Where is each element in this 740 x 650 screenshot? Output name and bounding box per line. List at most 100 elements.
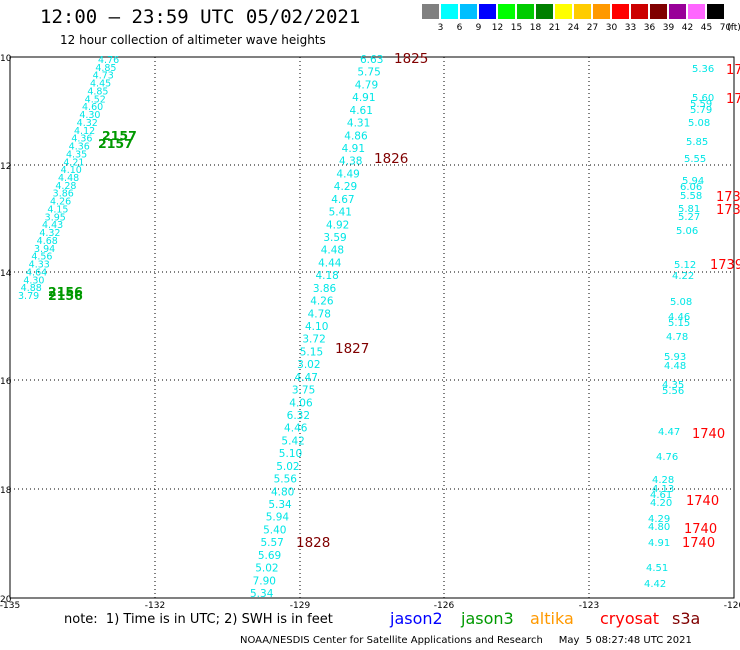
swh-value: 4.43: [42, 220, 63, 231]
legend-level: 9: [475, 23, 482, 33]
legend-swatch: [574, 4, 591, 19]
swh-value: 5.08: [670, 297, 692, 308]
pass-time: 173: [716, 190, 740, 205]
swh-value: 4.30: [79, 110, 100, 121]
lat-label: 16: [0, 377, 12, 387]
swh-value: 5.42: [281, 435, 304, 447]
swh-value: 5.02: [255, 563, 278, 575]
swh-value: 4.45: [90, 79, 111, 90]
swh-value: 4.88: [21, 283, 42, 294]
pass-time: 1825: [394, 51, 428, 67]
swh-value: 5.02: [276, 461, 299, 473]
swh-value: 4.48: [58, 173, 79, 184]
swh-value: 5.56: [274, 474, 298, 486]
footnote: note: 1) Time is in UTC; 2) SWH is in fe…: [64, 612, 333, 627]
swh-value: 5.59: [690, 99, 712, 110]
swh-value: 3.59: [323, 232, 346, 244]
satellite-label: jason2: [390, 609, 443, 628]
swh-value: 4.61: [650, 490, 672, 501]
swh-value: 3.79: [18, 291, 39, 302]
legend-level: 45: [700, 23, 713, 33]
legend-level: 12: [491, 23, 504, 33]
swh-value: 4.35: [662, 380, 684, 391]
lon-label: -135: [0, 601, 20, 611]
swh-value: 4.06: [289, 397, 313, 409]
swh-value: 5.08: [688, 118, 710, 129]
swh-value: 4.91: [648, 538, 670, 549]
swh-value: 4.56: [31, 252, 52, 263]
swh-value: 5.79: [690, 105, 712, 116]
pass-time: 1740: [684, 522, 717, 537]
lon-label: -120: [724, 601, 740, 611]
swh-value: 4.32: [39, 228, 60, 239]
swh-value: 4.64: [26, 267, 47, 278]
credit-line: NOAA/NESDIS Center for Satellite Applica…: [240, 635, 692, 646]
swh-value: 5.81: [678, 204, 700, 215]
lon-label: -132: [145, 601, 165, 611]
swh-value: 4.18: [315, 270, 338, 282]
swh-value: 4.78: [666, 332, 688, 343]
lon-label: -123: [579, 601, 599, 611]
swh-value: 4.61: [350, 105, 373, 117]
lat-label: 14: [0, 269, 12, 279]
swh-value: 4.13: [652, 484, 674, 495]
legend-swatch: [612, 4, 629, 19]
pass-time: 17: [726, 92, 740, 107]
legend-swatch: [650, 4, 667, 19]
legend-level: 24: [567, 23, 580, 33]
legend-swatch: [631, 4, 648, 19]
swh-value: 5.57: [260, 537, 283, 549]
pass-time: 1740: [682, 536, 715, 551]
map-frame: [9, 56, 735, 599]
swh-value: 4.10: [61, 165, 82, 176]
swh-value: 5.36: [692, 64, 714, 75]
swh-value: 5.55: [684, 154, 706, 165]
swh-value: 4.80: [271, 486, 294, 498]
swh-value: 4.46: [668, 312, 690, 323]
swh-value: 4.47: [295, 372, 318, 384]
swh-value: 4.30: [23, 275, 44, 286]
legend-level: 3: [437, 23, 444, 33]
swh-value: 3.75: [292, 385, 315, 397]
swh-value: 4.47: [658, 427, 680, 438]
swh-value: 4.21: [63, 157, 84, 168]
swh-value: 4.36: [69, 142, 90, 153]
legend-swatch: [688, 4, 705, 19]
swh-value: 4.68: [37, 236, 58, 247]
swh-value: 5.69: [258, 550, 281, 562]
swh-value: 3.86: [313, 283, 337, 295]
pass-time: 1740: [692, 427, 725, 442]
swh-value: 4.48: [664, 361, 686, 372]
swh-value: 4.46: [284, 423, 308, 435]
lon-label: -126: [434, 601, 455, 611]
swh-value: 4.28: [55, 181, 76, 192]
swh-value: 5.12: [674, 260, 696, 271]
swh-value: 4.91: [342, 143, 365, 155]
swh-value: 5.93: [664, 352, 686, 363]
pass-time: 2157: [102, 128, 137, 143]
satellite-label: altika: [530, 609, 574, 628]
swh-value: 3.72: [302, 334, 325, 346]
swh-value: 5.60: [692, 93, 714, 104]
swh-value: 4.52: [85, 94, 106, 105]
pass-time: 1827: [335, 341, 369, 357]
swh-value: 4.76: [656, 452, 678, 463]
legend-level: 36: [643, 23, 656, 33]
legend-level: 18: [529, 23, 542, 33]
swh-value: 4.48: [321, 245, 344, 257]
map-subtitle: 12 hour collection of altimeter wave hei…: [60, 33, 326, 47]
swh-value: 4.35: [66, 149, 87, 160]
lat-label: 18: [0, 486, 12, 496]
swh-value: 4.29: [648, 514, 670, 525]
pass-time: 1739: [710, 258, 740, 273]
swh-value: 4.20: [650, 498, 672, 509]
swh-value: 4.42: [644, 579, 666, 590]
pass-time: 2156: [48, 288, 83, 303]
swh-value: 5.27: [678, 212, 700, 223]
swh-value: 4.33: [29, 260, 50, 271]
swh-value: 5.58: [680, 191, 702, 202]
swh-value: 4.73: [93, 71, 114, 82]
swh-value: 4.91: [352, 92, 375, 104]
legend-level: 21: [548, 23, 561, 33]
legend-swatch: [555, 4, 572, 19]
